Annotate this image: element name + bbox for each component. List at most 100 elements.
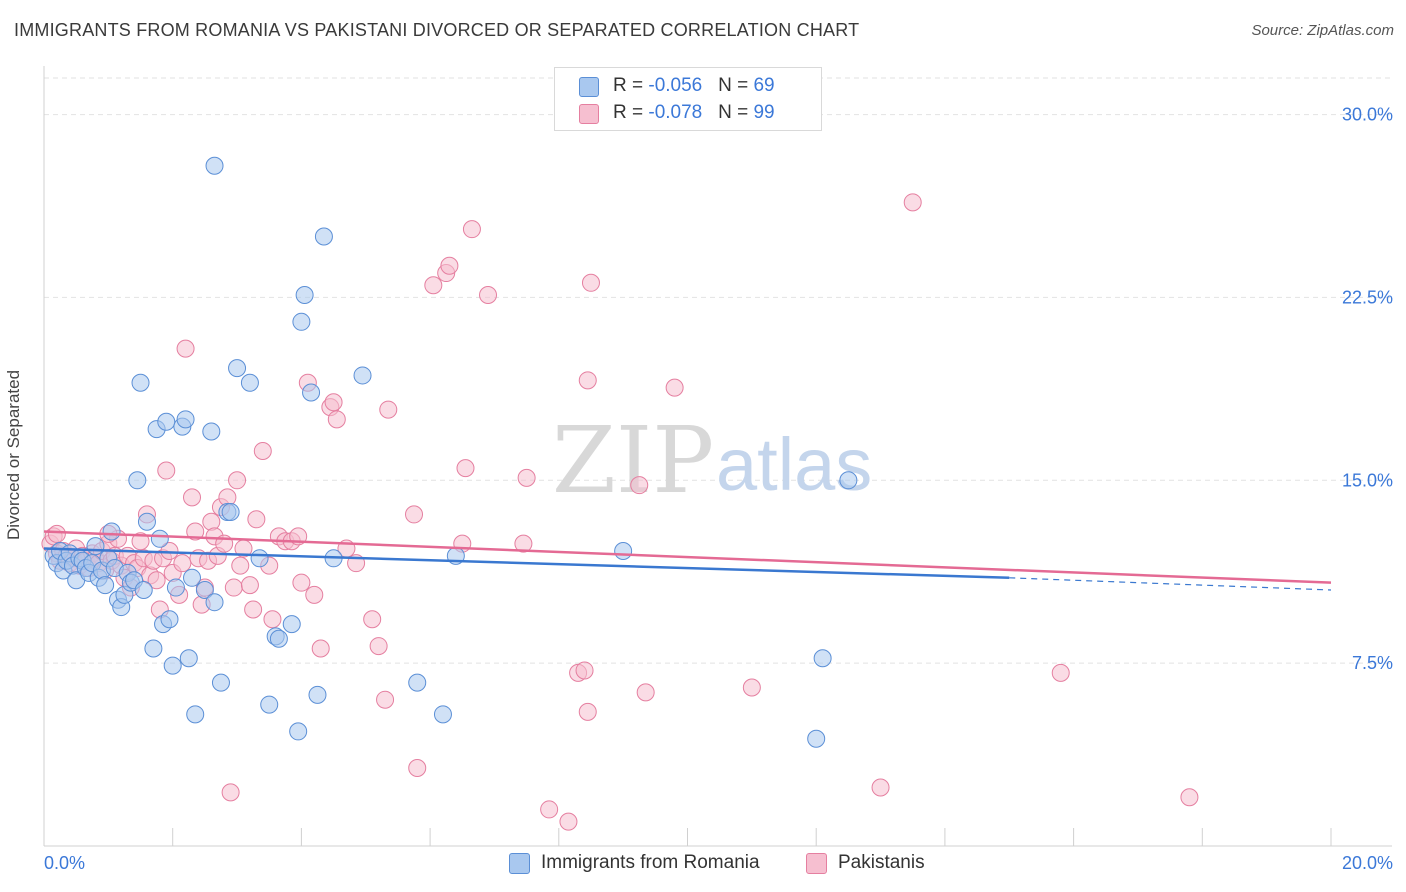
data-point-pakistanis bbox=[176, 339, 195, 358]
data-point-pakistanis bbox=[379, 400, 398, 419]
data-point-romania bbox=[179, 649, 198, 668]
data-point-romania bbox=[314, 227, 333, 246]
data-point-pakistanis bbox=[131, 532, 150, 551]
data-point-romania bbox=[157, 412, 176, 431]
r-value: -0.056 bbox=[648, 75, 703, 96]
data-point-romania bbox=[144, 639, 163, 658]
x-tick-label: 0.0% bbox=[44, 853, 85, 873]
chart-title: IMMIGRANTS FROM ROMANIA VS PAKISTANI DIV… bbox=[14, 20, 860, 40]
data-point-pakistanis bbox=[440, 256, 459, 275]
data-point-romania bbox=[150, 529, 169, 548]
data-point-pakistanis bbox=[903, 193, 922, 212]
legend-correlation: R = -0.056 N = 69 R = -0.078 N = 99 bbox=[554, 67, 822, 131]
data-point-pakistanis bbox=[1051, 663, 1070, 682]
romania-swatch bbox=[579, 77, 599, 97]
data-point-romania bbox=[160, 610, 179, 629]
data-point-pakistanis bbox=[47, 524, 66, 543]
n-label: N = bbox=[718, 75, 754, 96]
data-point-pakistanis bbox=[147, 571, 166, 590]
data-point-romania bbox=[128, 471, 147, 490]
data-point-romania bbox=[308, 685, 327, 704]
data-point-romania bbox=[260, 695, 279, 714]
data-point-romania bbox=[228, 359, 247, 378]
data-point-pakistanis bbox=[183, 488, 202, 507]
data-point-romania bbox=[134, 581, 153, 599]
data-point-romania bbox=[614, 541, 633, 560]
data-point-romania bbox=[183, 568, 202, 587]
data-point-pakistanis bbox=[630, 476, 649, 495]
watermark-zip: ZIP bbox=[552, 407, 714, 514]
data-point-pakistanis bbox=[575, 661, 594, 680]
data-point-romania bbox=[295, 285, 314, 304]
grid-lines bbox=[44, 77, 1392, 664]
data-point-pakistanis bbox=[157, 461, 176, 480]
data-point-romania bbox=[289, 722, 308, 741]
n-value: 99 bbox=[753, 102, 775, 123]
watermark: ZIP atlas bbox=[552, 407, 872, 514]
data-point-pakistanis bbox=[578, 371, 597, 390]
data-point-pakistanis bbox=[871, 778, 890, 797]
watermark-atlas: atlas bbox=[716, 423, 872, 506]
y-axis-label-text: Divorced or Separated bbox=[4, 369, 23, 541]
data-point-pakistanis bbox=[231, 556, 250, 575]
tick-labels: 7.5% 15.0% 22.5% 30.0% 0.0% 20.0% bbox=[44, 105, 1393, 873]
data-point-pakistanis bbox=[202, 512, 221, 531]
data-point-romania bbox=[408, 673, 427, 692]
data-point-romania bbox=[240, 373, 259, 392]
n-value: 69 bbox=[753, 75, 775, 96]
series-romania-points bbox=[44, 156, 858, 748]
data-point-pakistanis bbox=[327, 410, 346, 429]
data-point-pakistanis bbox=[247, 510, 266, 529]
data-point-pakistanis bbox=[221, 783, 240, 802]
data-point-romania bbox=[131, 373, 150, 392]
data-point-pakistanis bbox=[363, 610, 382, 629]
data-point-pakistanis bbox=[540, 800, 559, 819]
data-point-romania bbox=[250, 549, 269, 568]
data-point-romania bbox=[202, 422, 221, 441]
data-point-romania bbox=[211, 673, 230, 692]
data-point-pakistanis bbox=[369, 637, 388, 656]
data-point-pakistanis bbox=[405, 505, 424, 524]
data-point-pakistanis bbox=[263, 610, 282, 629]
data-point-pakistanis bbox=[742, 678, 761, 697]
data-point-pakistanis bbox=[292, 573, 311, 592]
data-point-pakistanis bbox=[581, 273, 600, 292]
romania-legend-label: Immigrants from Romania bbox=[541, 852, 760, 873]
data-point-pakistanis bbox=[240, 576, 259, 595]
n-label: N = bbox=[718, 102, 754, 123]
data-point-romania bbox=[807, 729, 826, 748]
data-point-pakistanis bbox=[665, 378, 684, 397]
data-point-romania bbox=[813, 649, 832, 668]
data-point-romania bbox=[186, 705, 205, 724]
data-point-pakistanis bbox=[462, 220, 481, 239]
legend-row-pakistanis-text: R = -0.078 N = 99 bbox=[613, 102, 775, 124]
data-point-pakistanis bbox=[311, 639, 330, 658]
data-point-pakistanis bbox=[408, 758, 427, 777]
y-tick-label: 15.0% bbox=[1342, 470, 1393, 490]
trend-line-romania bbox=[43, 547, 1010, 580]
r-label: R = bbox=[613, 102, 649, 123]
legend-row-romania-text: R = -0.056 N = 69 bbox=[613, 75, 775, 97]
data-point-pakistanis bbox=[244, 600, 263, 619]
data-point-pakistanis bbox=[456, 459, 475, 478]
source-label: Source: ZipAtlas.com bbox=[1251, 22, 1394, 39]
data-point-pakistanis bbox=[186, 522, 205, 541]
data-point-pakistanis bbox=[1180, 788, 1199, 807]
data-point-romania bbox=[86, 537, 105, 556]
romania-legend-swatch bbox=[509, 853, 530, 874]
data-point-romania bbox=[163, 656, 182, 675]
data-point-romania bbox=[205, 593, 224, 612]
data-point-pakistanis bbox=[228, 471, 247, 490]
data-point-romania bbox=[839, 471, 858, 490]
data-point-pakistanis bbox=[224, 578, 243, 597]
data-point-romania bbox=[269, 629, 288, 648]
data-point-pakistanis bbox=[376, 690, 395, 709]
y-tick-label: 30.0% bbox=[1342, 105, 1393, 125]
data-point-pakistanis bbox=[253, 442, 272, 461]
data-point-romania bbox=[102, 522, 121, 541]
trend-line-pakistanis bbox=[43, 530, 1332, 584]
pakistanis-swatch bbox=[579, 104, 599, 124]
data-point-romania bbox=[282, 615, 301, 634]
data-point-romania bbox=[137, 512, 156, 531]
r-value: -0.078 bbox=[648, 102, 703, 123]
